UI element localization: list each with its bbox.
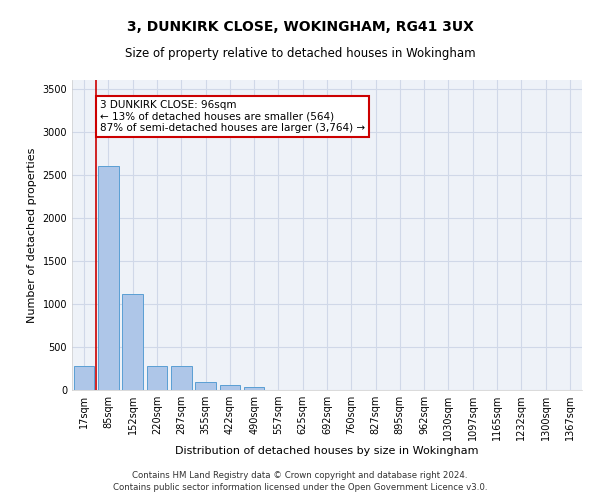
Bar <box>98 166 119 390</box>
X-axis label: Distribution of detached houses by size in Wokingham: Distribution of detached houses by size … <box>175 446 479 456</box>
Text: 3 DUNKIRK CLOSE: 96sqm
← 13% of detached houses are smaller (564)
87% of semi-de: 3 DUNKIRK CLOSE: 96sqm ← 13% of detached… <box>100 100 365 133</box>
Text: 3, DUNKIRK CLOSE, WOKINGHAM, RG41 3UX: 3, DUNKIRK CLOSE, WOKINGHAM, RG41 3UX <box>127 20 473 34</box>
Text: Contains HM Land Registry data © Crown copyright and database right 2024.: Contains HM Land Registry data © Crown c… <box>132 471 468 480</box>
Bar <box>171 366 191 390</box>
Y-axis label: Number of detached properties: Number of detached properties <box>27 148 37 322</box>
Bar <box>74 366 94 390</box>
Text: Size of property relative to detached houses in Wokingham: Size of property relative to detached ho… <box>125 48 475 60</box>
Bar <box>195 382 216 390</box>
Bar <box>244 386 265 390</box>
Bar <box>122 294 143 390</box>
Text: Contains public sector information licensed under the Open Government Licence v3: Contains public sector information licen… <box>113 484 487 492</box>
Bar <box>220 386 240 390</box>
Bar <box>146 366 167 390</box>
